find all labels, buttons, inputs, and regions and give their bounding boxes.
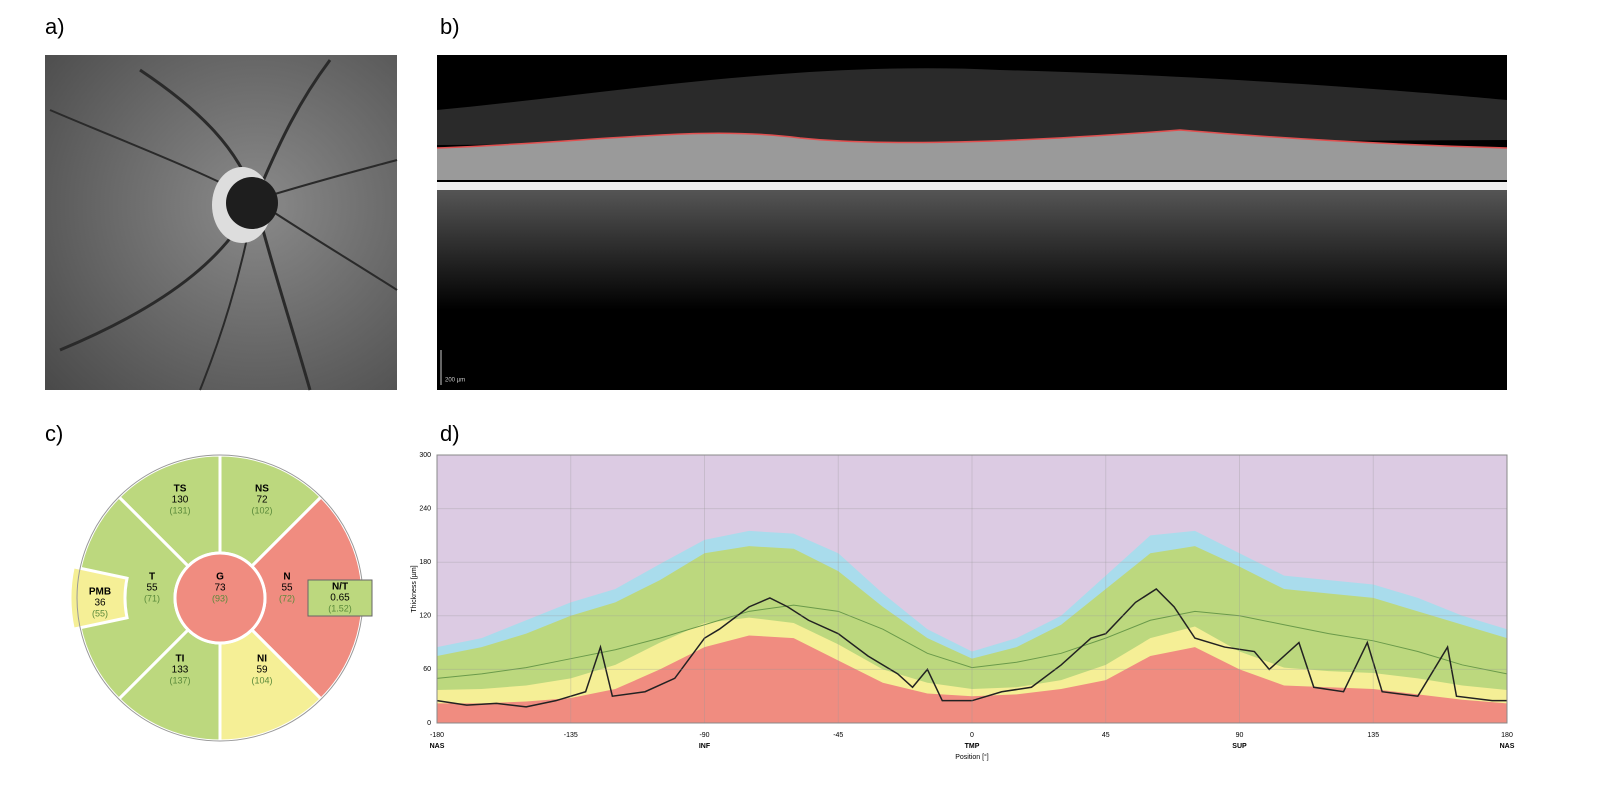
sector-label: G — [216, 572, 224, 583]
x-region-label: TMP — [965, 743, 980, 750]
scale-label: 200 µm — [445, 378, 465, 384]
sector-label: PMB — [89, 587, 111, 598]
sector-value: 72 — [256, 495, 268, 506]
sector-value: 133 — [172, 665, 189, 676]
y-tick-label: 300 — [419, 452, 431, 459]
y-axis-title: Thickness [µm] — [411, 565, 418, 612]
panel-label: c) — [45, 421, 63, 446]
y-tick-label: 180 — [419, 559, 431, 566]
sector-label: N/T — [332, 582, 348, 593]
sector-ref: (72) — [279, 593, 295, 603]
x-region-label: INF — [699, 743, 711, 750]
sector-value: 59 — [256, 665, 268, 676]
x-tick-label: 180 — [1501, 732, 1513, 739]
y-tick-label: 0 — [427, 720, 431, 727]
line — [436, 604, 1508, 679]
thickness-chart: 0 60 120 180 240 300 -180 -135 -90 -45 0 45 90 135 180… — [411, 452, 1515, 761]
sector-value: 130 — [172, 495, 189, 506]
sector-value: 36 — [94, 598, 106, 609]
x-tick-label: -135 — [564, 732, 578, 739]
x-region-label: SUP — [1232, 743, 1247, 750]
sector — [173, 551, 267, 645]
sector-ref: (71) — [144, 593, 160, 603]
fundus-image — [45, 55, 398, 391]
panel-label: a) — [45, 14, 65, 39]
x-tick-label: 0 — [970, 732, 974, 739]
x-tick-label: 135 — [1367, 732, 1379, 739]
x-tick-label: 90 — [1236, 732, 1244, 739]
y-tick-label: 120 — [419, 613, 431, 620]
sector-value: 73 — [214, 583, 226, 594]
sector-ref: (137) — [169, 675, 190, 685]
sector-ref: (102) — [251, 505, 272, 515]
oct-scan: 200 µm — [436, 55, 1508, 390]
line — [436, 588, 1507, 708]
x-tick-label: 45 — [1102, 732, 1110, 739]
sector-ref: (131) — [169, 505, 190, 515]
sector — [307, 579, 373, 617]
x-tick-label: -90 — [699, 732, 709, 739]
sector-label: NS — [255, 484, 269, 495]
y-tick-label: 60 — [423, 666, 431, 673]
sector — [68, 565, 129, 631]
sector-value: 55 — [146, 583, 158, 594]
x-axis-title: Position [°] — [955, 753, 989, 761]
sector-ref: (55) — [92, 608, 108, 618]
sector-map: TS130(131)NS72(102)T55(71)G73(93)N55(72)… — [68, 453, 373, 743]
x-region-label: NAS — [430, 743, 445, 750]
x-tick-label: -45 — [833, 732, 843, 739]
x-tick-label: -180 — [430, 732, 444, 739]
panel-label: d) — [440, 421, 460, 446]
sector-ref: (104) — [251, 675, 272, 685]
sector-ref: (1.52) — [328, 603, 352, 613]
sector-label: NI — [257, 654, 267, 665]
y-tick-label: 240 — [419, 505, 431, 512]
area — [437, 635, 1507, 723]
sector-value: 0.65 — [330, 593, 350, 604]
sector-label: TS — [174, 484, 187, 495]
sector-label: TI — [176, 654, 185, 665]
sector-label: N — [283, 572, 290, 583]
x-region-label: NAS — [1500, 743, 1515, 750]
sector-label: T — [149, 572, 155, 583]
panel-label: b) — [440, 14, 460, 39]
sector-value: 55 — [281, 583, 293, 594]
plot-frame — [436, 454, 1508, 724]
sector-ref: (93) — [212, 593, 228, 603]
